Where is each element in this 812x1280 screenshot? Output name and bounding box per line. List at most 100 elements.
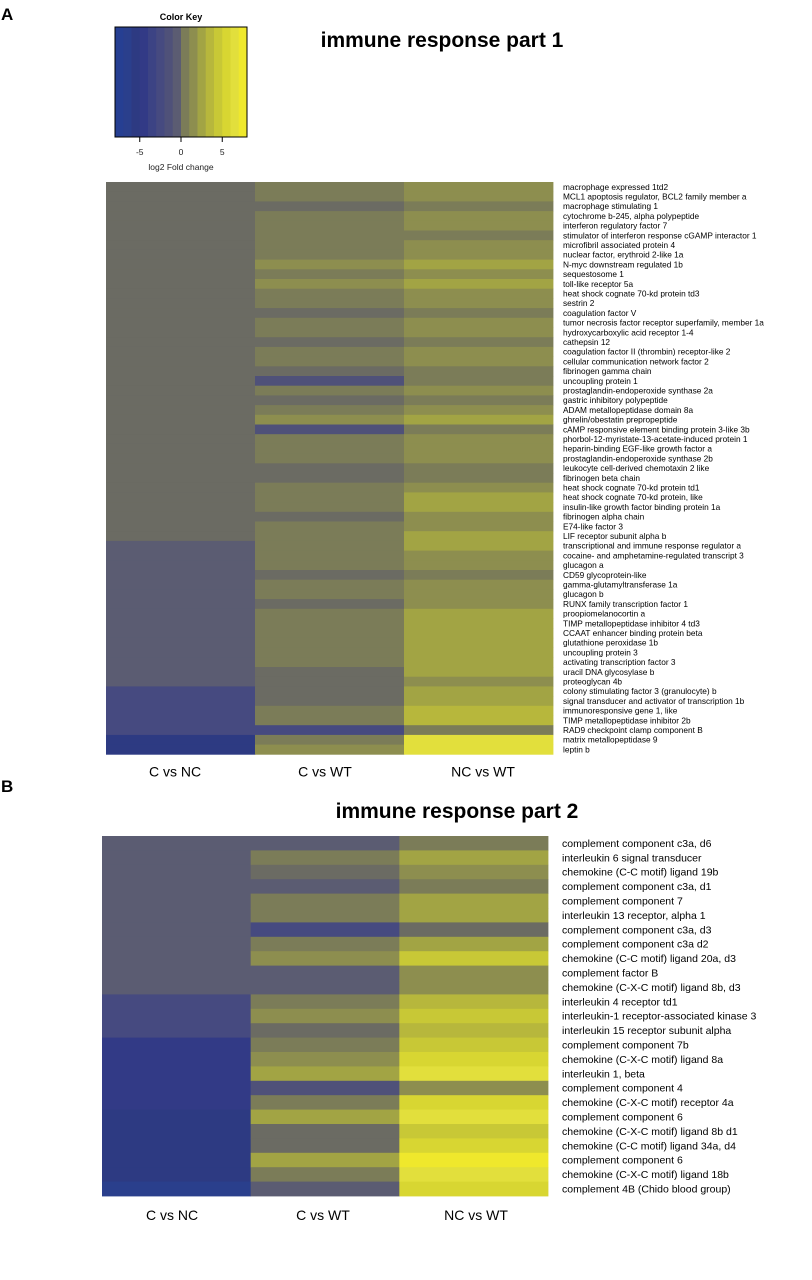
color-key-bin [214,27,223,137]
heatmap-cell [404,667,554,678]
heatmap-cell [106,259,256,270]
heatmap-cell [404,589,554,600]
row-label: complement 4B (Chido blood group) [562,1183,731,1195]
heatmap-cell [106,269,256,280]
heatmap-cell [404,385,554,396]
heatmap-cell [102,908,252,923]
heatmap-cell [255,705,405,716]
heatmap-cell [102,1095,252,1110]
row-label: prostaglandin-endoperoxide synthase 2b [563,453,713,463]
heatmap-cell [106,589,256,600]
column-label: C vs NC [149,763,201,779]
heatmap-cell [106,560,256,571]
row-label: chemokine (C-X-C motif) ligand 8a [562,1054,723,1066]
heatmap-cell [404,550,554,561]
heatmap-cell [404,230,554,241]
heatmap-cell [250,1109,400,1125]
row-label: sestrin 2 [563,298,595,308]
heatmap-cell [250,1152,400,1168]
row-label: RUNX family transcription factor 1 [563,599,688,609]
heatmap-cell [102,1066,252,1082]
row-label: immunoresponsive gene 1, like [563,706,678,716]
heatmap-cell [404,201,554,212]
heatmap-cell [106,492,256,503]
heatmap-cell [255,647,405,658]
heatmap-cell [106,376,256,387]
row-label: cathepsin 12 [563,337,610,347]
row-label: toll-like receptor 5a [563,279,633,289]
color-key-bin [131,27,141,137]
row-label: uracil DNA glycosylase b [563,667,655,677]
heatmap-cell [255,346,405,357]
row-label: heat shock cognate 70-kd protein, like [563,492,703,502]
row-label: uncoupling protein 3 [563,647,638,657]
heatmap-cell [106,317,256,328]
row-label: fibrinogen alpha chain [563,512,645,522]
heatmap-cell [404,405,554,416]
heatmap-cell [255,550,405,561]
heatmap-cell [106,637,256,648]
heatmap-cell [255,511,405,522]
heatmap-cell [106,628,256,639]
heatmap-cell [255,696,405,707]
heatmap-cell [102,936,252,952]
color-key-title: Color Key [160,12,203,22]
row-label: glutathione peroxidase 1b [563,638,658,648]
row-label: macrophage expressed 1td2 [563,182,669,192]
panel-label-b: B [1,777,13,796]
row-label: MCL1 apoptosis regulator, BCL2 family me… [563,191,747,201]
heatmap-cell [399,1109,549,1125]
heatmap-cell [106,686,256,697]
heatmap-cell [399,1138,549,1154]
row-label: coagulation factor II (thrombin) recepto… [563,347,731,357]
heatmap-cell [399,850,549,866]
row-label: chemokine (C-X-C motif) ligand 8b, d3 [562,982,741,994]
heatmap-cell [404,366,554,377]
row-label: cAMP responsive element binding protein … [563,424,750,434]
heatmap-cell [404,249,554,260]
heatmap-cell [250,1167,400,1182]
heatmap-cell [255,657,405,668]
heatmap-cell [255,463,405,474]
heatmap-cell [404,521,554,532]
chart-title-part2: immune response part 2 [336,800,579,823]
column-label: C vs WT [298,763,352,779]
heatmap-cell [255,667,405,678]
color-key-xlabel: log2 Fold change [148,162,213,172]
heatmap-cell [399,1095,549,1110]
heatmap-cell [255,327,405,338]
row-label: interleukin-1 receptor-associated kinase… [562,1011,757,1023]
row-label: complement component c3a d2 [562,939,709,951]
heatmap-cell [399,951,549,966]
heatmap-cell [255,220,405,231]
heatmap-cell [255,424,405,435]
row-label: TIMP metallopeptidase inhibitor 4 td3 [563,618,700,628]
heatmap-cell [106,696,256,707]
heatmap-cell [255,453,405,464]
row-label: chemokine (C-X-C motif) receptor 4a [562,1097,734,1109]
color-key-axis: -5 0 5 [136,137,225,157]
row-label: coagulation factor V [563,308,637,318]
heatmap-cell [102,994,252,1010]
column-label: NC vs WT [444,1207,508,1223]
row-label: phorbol-12-myristate-13-acetate-induced … [563,434,748,444]
heatmap-cell [106,191,256,202]
heatmap-cell [404,327,554,338]
row-label: complement component 6 [562,1111,683,1123]
row-label: ghrelin/obestatin prepropeptide [563,415,678,425]
heatmap-cell [106,734,256,745]
row-label: signal transducer and activator of trans… [563,696,745,706]
heatmap-cell [404,346,554,357]
heatmap-cell [404,317,554,328]
heatmap-cell [106,249,256,260]
heatmap-cell [255,482,405,493]
heatmap-cell [404,220,554,231]
heatmap-cell [255,288,405,299]
heatmap-cell [250,1023,400,1038]
heatmap-cell [404,647,554,658]
heatmap-cell [255,531,405,542]
row-label: tumor necrosis factor receptor superfami… [563,318,764,328]
heatmap-cell [250,994,400,1010]
heatmap-cell [399,893,549,909]
